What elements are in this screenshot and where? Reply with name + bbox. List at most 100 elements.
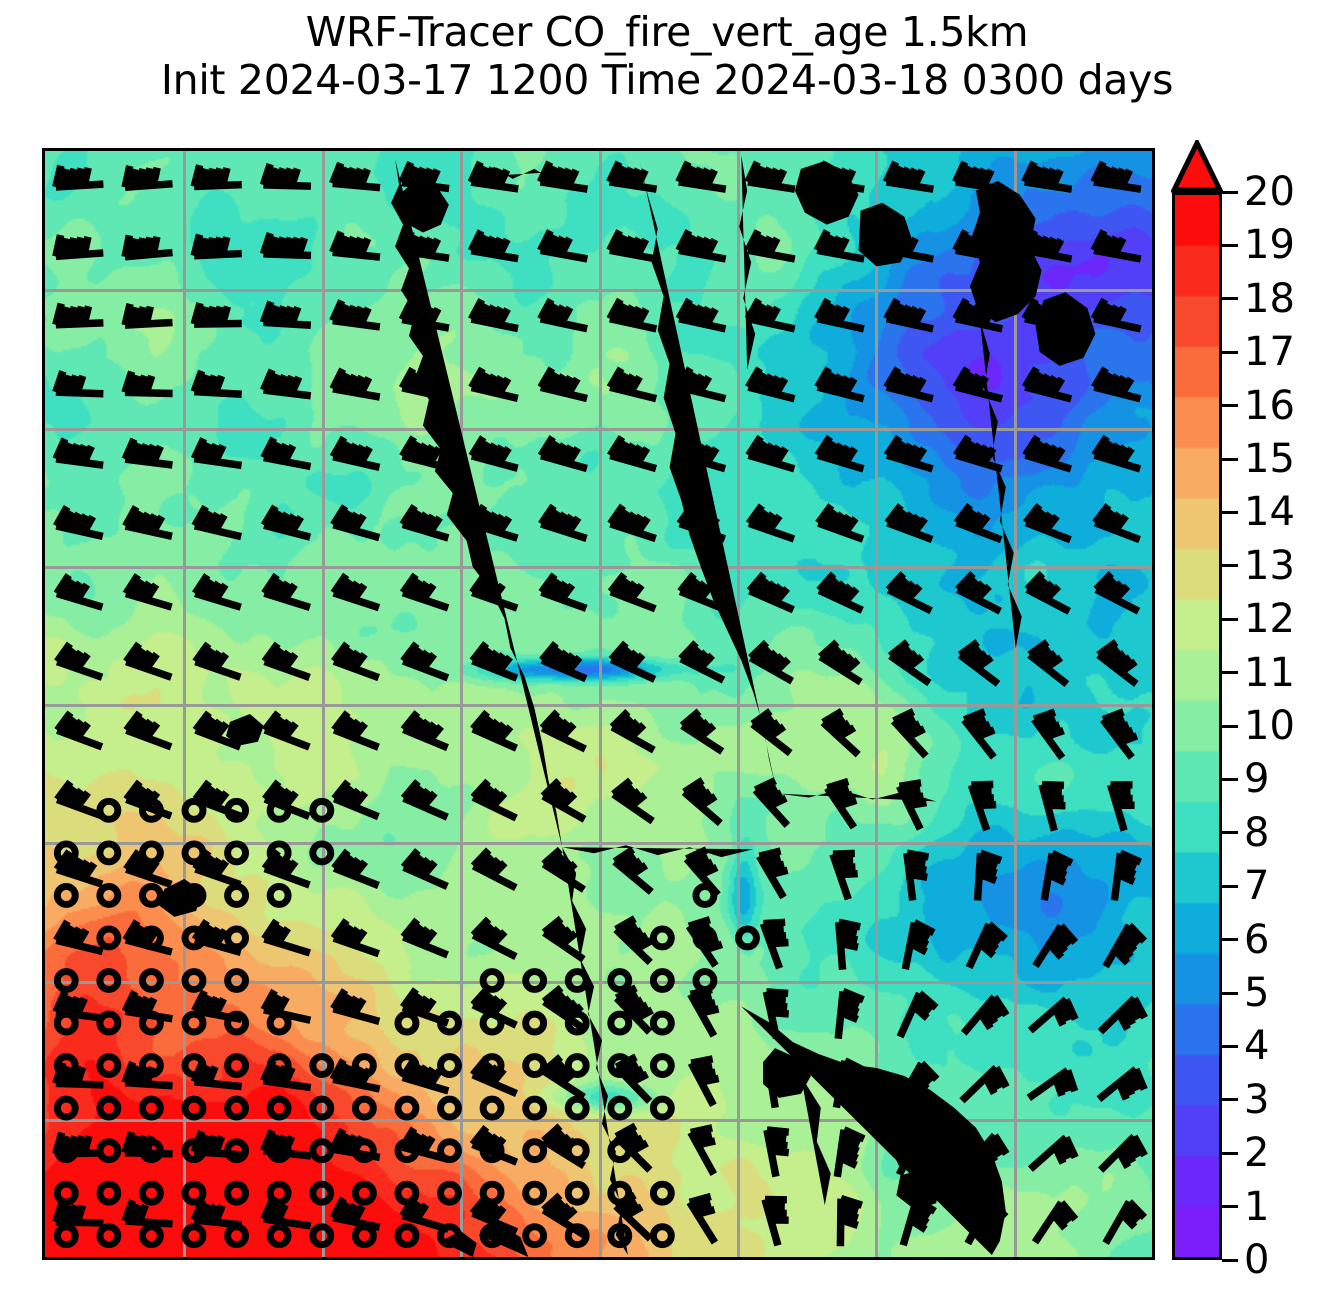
gridline-horizontal — [45, 704, 1152, 707]
wind-barb — [190, 233, 242, 260]
wind-barb — [750, 708, 793, 757]
wind-barb — [675, 160, 727, 193]
wind-barb — [123, 641, 173, 681]
wind-barb — [261, 641, 311, 681]
wind-barb — [398, 161, 450, 193]
wind-barb — [1098, 1133, 1148, 1173]
wind-barb — [123, 849, 173, 888]
wind-barb — [952, 366, 1004, 403]
wind-barb — [190, 369, 242, 399]
wind-barb — [607, 435, 658, 473]
wind-barb — [607, 572, 657, 613]
wind-barb — [952, 160, 1004, 193]
chart-subtitle: Init 2024-03-17 1200 Time 2024-03-18 030… — [160, 56, 1065, 105]
wind-barb — [891, 708, 929, 759]
wind-barb — [539, 640, 588, 683]
wind-barb — [814, 297, 865, 333]
wind-barb — [612, 846, 654, 895]
wind-barb — [52, 234, 104, 261]
wind-barb — [764, 1056, 790, 1109]
wind-barb — [398, 229, 450, 262]
wind-barb — [400, 917, 449, 959]
wind-barb — [952, 229, 1004, 263]
wind-barb — [814, 366, 865, 403]
map-plot-area[interactable] — [42, 148, 1155, 1260]
wind-barb — [1102, 922, 1148, 969]
colorbar-tick-label: 6 — [1244, 916, 1270, 963]
wind-barb — [960, 1132, 1010, 1174]
wind-barb — [400, 848, 449, 890]
colorbar-tick-label: 7 — [1244, 863, 1270, 910]
wind-barb — [537, 229, 589, 263]
wind-barb — [1107, 781, 1135, 832]
wind-barb — [824, 777, 858, 830]
wind-barb — [54, 710, 104, 751]
wind-barb — [967, 780, 997, 832]
wind-barb — [121, 1199, 173, 1228]
wind-barb — [398, 298, 450, 332]
colorbar[interactable]: 0 1 2 3 4 5 6 7 8 9 10 11 12 13 14 15 16 17 18 19 20 — [1171, 140, 1295, 1280]
wind-barb — [1023, 502, 1072, 544]
wind-barb — [1091, 366, 1142, 403]
wind-barb — [190, 302, 242, 328]
colorbar-tick — [1222, 243, 1238, 247]
wind-barb — [611, 777, 655, 825]
wind-barb — [744, 297, 796, 333]
wind-barb — [1096, 1066, 1148, 1103]
colorbar-tick-label: 10 — [1244, 703, 1295, 749]
wind-barb — [329, 1196, 381, 1231]
colorbar-tick-label: 8 — [1244, 809, 1270, 856]
wind-barb — [121, 303, 173, 329]
wind-barb — [818, 639, 863, 686]
colorbar-tick — [1222, 564, 1238, 568]
colorbar-tick — [1222, 724, 1238, 728]
wind-barb — [329, 230, 381, 261]
wind-barb — [887, 639, 932, 687]
wind-barb — [964, 1198, 1009, 1246]
wind-barb — [676, 435, 727, 473]
wind-barb — [467, 160, 519, 193]
wind-barb — [541, 846, 586, 893]
wind-barb — [1100, 708, 1139, 760]
wind-barb — [675, 366, 727, 403]
wind-barb — [330, 918, 381, 958]
wind-barb — [470, 916, 518, 961]
wind-barb — [470, 778, 518, 822]
wind-barb — [190, 164, 242, 191]
colorbar-tick — [1222, 297, 1238, 301]
wind-barb — [1024, 571, 1071, 615]
wind-barb — [899, 1196, 937, 1247]
gridline-horizontal — [45, 842, 1152, 845]
wind-barb — [957, 639, 1001, 687]
wind-barb — [541, 984, 586, 1032]
wind-barb — [192, 849, 242, 889]
wind-barb — [470, 986, 518, 1029]
wind-barb — [1096, 639, 1139, 687]
wind-barb — [469, 1193, 519, 1236]
wind-barb — [746, 571, 795, 614]
wind-barb — [192, 641, 242, 681]
wind-barb — [955, 571, 1002, 615]
wind-barb — [192, 779, 242, 820]
wind-barb — [960, 994, 1010, 1036]
wind-barb — [744, 160, 796, 193]
wind-barb — [894, 1060, 940, 1107]
wind-barb — [329, 161, 381, 192]
wind-barb — [398, 366, 450, 402]
colorbar-tick-label: 9 — [1244, 756, 1270, 803]
wind-barb — [762, 988, 790, 1040]
colorbar-tick — [1222, 1098, 1238, 1102]
wind-barb — [756, 847, 789, 900]
wind-barb — [329, 435, 381, 472]
colorbar-tick — [1222, 1258, 1238, 1262]
wind-barb — [744, 229, 796, 263]
wind-barb — [1022, 434, 1073, 473]
wind-barb — [537, 160, 589, 193]
colorbar-tick — [1222, 1044, 1238, 1048]
wind-barb — [965, 921, 1008, 970]
wind-barb — [121, 234, 173, 261]
wind-barb — [468, 298, 519, 333]
wind-barb — [191, 989, 243, 1024]
wind-barb — [261, 918, 311, 957]
wind-barb — [191, 504, 242, 541]
